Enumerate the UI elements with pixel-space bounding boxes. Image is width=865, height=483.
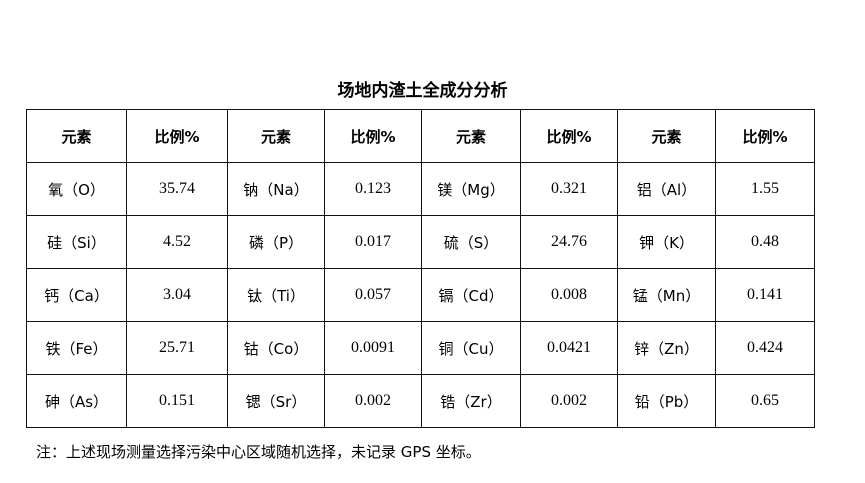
element-cell: 镉（Cd） [421,268,521,322]
ratio-cell: 0.008 [520,268,618,322]
ratio-cell: 0.002 [520,374,618,428]
ratio-cell: 0.65 [715,374,815,428]
ratio-cell: 0.424 [715,321,815,375]
ratio-cell: 0.0091 [324,321,422,375]
element-cell: 铜（Cu） [421,321,521,375]
header-ratio: 比例% [715,109,815,163]
table-row: 铁（Fe） 25.71 钴（Co） 0.0091 铜（Cu） 0.0421 锌（Zn） 0.4… [26,321,815,375]
ratio-cell: 0.123 [324,162,422,216]
element-cell: 钙（Ca） [26,268,127,322]
ratio-cell: 3.04 [126,268,228,322]
element-cell: 钴（Co） [227,321,325,375]
composition-table: 元素 比例% 元素 比例% 元素 比例% 元素 比例% 氧（O） 35.74 钠（Na） 0.123… [26,109,815,428]
header-element: 元素 [26,109,127,163]
element-cell: 铝（Al） [617,162,716,216]
element-cell: 镁（Mg） [421,162,521,216]
element-cell: 锰（Mn） [617,268,716,322]
element-cell: 铁（Fe） [26,321,127,375]
table-row: 砷（As） 0.151 锶（Sr） 0.002 锆（Zr） 0.002 铅（Pb） 0.65 [26,374,815,428]
header-row: 元素 比例% 元素 比例% 元素 比例% 元素 比例% [26,109,815,163]
ratio-cell: 0.48 [715,215,815,269]
element-cell: 氧（O） [26,162,127,216]
table-row: 硅（Si） 4.52 磷（P） 0.017 硫（S） 24.76 钾（K） 0.48 [26,215,815,269]
header-element: 元素 [227,109,325,163]
ratio-cell: 0.002 [324,374,422,428]
table-row: 钙（Ca） 3.04 钛（Ti） 0.057 镉（Cd） 0.008 锰（Mn） 0.141 [26,268,815,322]
element-cell: 铅（Pb） [617,374,716,428]
header-ratio: 比例% [520,109,618,163]
element-cell: 钛（Ti） [227,268,325,322]
ratio-cell: 0.151 [126,374,228,428]
table-row: 氧（O） 35.74 钠（Na） 0.123 镁（Mg） 0.321 铝（Al） 1.55 [26,162,815,216]
ratio-cell: 25.71 [126,321,228,375]
element-cell: 硅（Si） [26,215,127,269]
ratio-cell: 0.017 [324,215,422,269]
element-cell: 磷（P） [227,215,325,269]
element-cell: 砷（As） [26,374,127,428]
element-cell: 钾（K） [617,215,716,269]
ratio-cell: 35.74 [126,162,228,216]
element-cell: 硫（S） [421,215,521,269]
table-title: 场地内渣土全成分分析 [337,81,508,101]
ratio-cell: 0.321 [520,162,618,216]
element-cell: 锌（Zn） [617,321,716,375]
header-ratio: 比例% [324,109,422,163]
ratio-cell: 0.0421 [520,321,618,375]
ratio-cell: 4.52 [126,215,228,269]
header-element: 元素 [617,109,716,163]
ratio-cell: 1.55 [715,162,815,216]
header-element: 元素 [421,109,521,163]
footnote: 注：上述现场测量选择污染中心区域随机选择，未记录 GPS 坐标。 [36,443,481,461]
element-cell: 钠（Na） [227,162,325,216]
header-ratio: 比例% [126,109,228,163]
ratio-cell: 0.141 [715,268,815,322]
element-cell: 锶（Sr） [227,374,325,428]
ratio-cell: 0.057 [324,268,422,322]
element-cell: 锆（Zr） [421,374,521,428]
ratio-cell: 24.76 [520,215,618,269]
